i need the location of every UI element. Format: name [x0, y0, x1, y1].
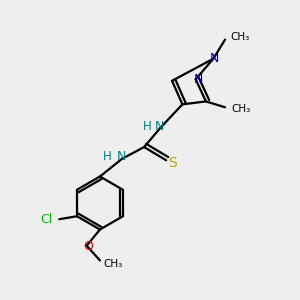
Text: O: O	[83, 240, 93, 253]
Text: H: H	[143, 120, 152, 133]
Text: S: S	[168, 156, 177, 170]
Text: N: N	[155, 120, 164, 133]
Text: CH₃: CH₃	[230, 32, 250, 42]
Text: CH₃: CH₃	[231, 104, 250, 114]
Text: N: N	[210, 52, 220, 65]
Text: CH₃: CH₃	[103, 259, 122, 269]
Text: N: N	[194, 73, 203, 86]
Text: Cl: Cl	[40, 213, 53, 226]
Text: H: H	[103, 150, 112, 163]
Text: N: N	[117, 150, 126, 163]
